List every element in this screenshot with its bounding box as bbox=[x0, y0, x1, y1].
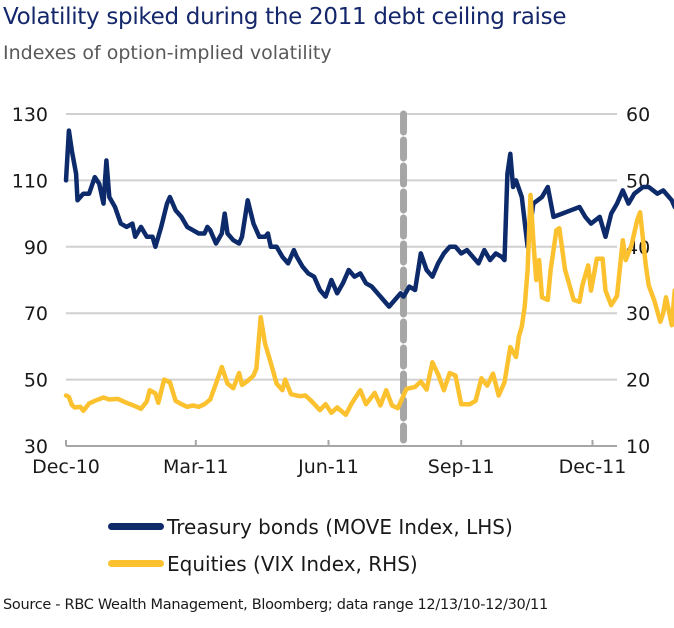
legend: Treasury bonds (MOVE Index, LHS) Equitie… bbox=[108, 508, 513, 582]
x-tick-label: Sep-11 bbox=[428, 456, 495, 478]
right-tick-label: 20 bbox=[626, 370, 650, 392]
right-tick-label: 60 bbox=[626, 104, 650, 126]
legend-item-vix: Equities (VIX Index, RHS) bbox=[108, 545, 513, 582]
left-tick-label: 30 bbox=[24, 436, 48, 458]
series-line-vix bbox=[63, 192, 674, 418]
left-tick-label: 110 bbox=[12, 170, 48, 192]
x-tick-label: Dec-11 bbox=[559, 456, 627, 478]
chart-title: Volatility spiked during the 2011 debt c… bbox=[3, 4, 567, 30]
left-tick-label: 90 bbox=[24, 237, 48, 259]
left-tick-label: 50 bbox=[24, 370, 48, 392]
legend-label-move: Treasury bonds (MOVE Index, LHS) bbox=[167, 514, 513, 539]
x-tick-label: Mar-11 bbox=[163, 456, 229, 478]
legend-item-move: Treasury bonds (MOVE Index, LHS) bbox=[108, 508, 513, 545]
legend-swatch-move bbox=[108, 523, 164, 530]
source-note: Source - RBC Wealth Management, Bloomber… bbox=[3, 597, 548, 613]
series-line-move bbox=[63, 128, 674, 309]
series-layer bbox=[63, 128, 674, 418]
legend-swatch-vix bbox=[108, 560, 164, 567]
right-tick-label: 10 bbox=[626, 436, 650, 458]
chart-subtitle: Indexes of option-implied volatility bbox=[3, 42, 332, 64]
right-tick-label: 30 bbox=[626, 303, 650, 325]
left-tick-label: 130 bbox=[12, 104, 48, 126]
x-tick-label: Dec-10 bbox=[32, 456, 100, 478]
left-axis: 130 110 90 70 50 30 bbox=[12, 104, 48, 458]
x-tick-label: Jun-11 bbox=[297, 456, 359, 478]
x-axis: Dec-10 Mar-11 Jun-11 Sep-11 Dec-11 bbox=[32, 440, 626, 478]
left-tick-label: 70 bbox=[24, 303, 48, 325]
legend-label-vix: Equities (VIX Index, RHS) bbox=[167, 551, 418, 576]
